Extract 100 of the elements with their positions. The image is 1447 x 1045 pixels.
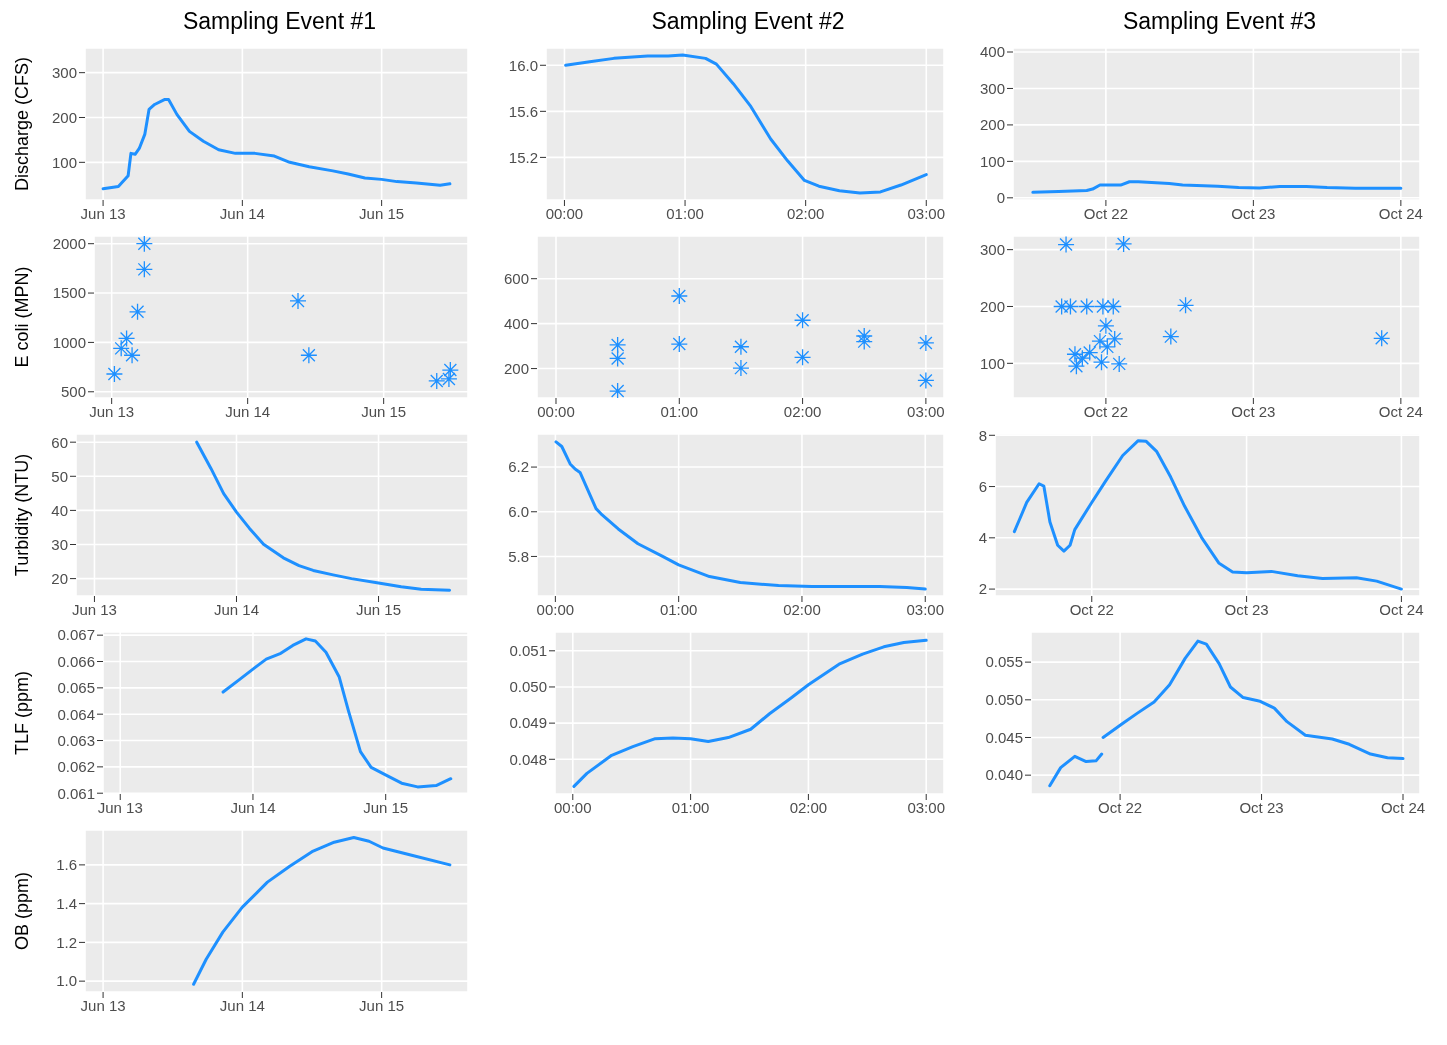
y-tick-label: 60 xyxy=(51,433,68,451)
x-tick-label: Oct 22 xyxy=(1083,402,1128,420)
y-tick-label: 1.0 xyxy=(56,972,77,990)
x-tick-label: Jun 13 xyxy=(80,204,126,222)
point xyxy=(793,348,812,366)
y-tick-label: 6.2 xyxy=(508,458,529,476)
point xyxy=(670,287,688,305)
x-tick-label: Jun 14 xyxy=(225,402,271,420)
y-tick-label: 200 xyxy=(979,297,1005,315)
y-tick-label: 0.064 xyxy=(57,705,95,723)
x-tick-label: Jun 15 xyxy=(359,996,405,1014)
x-tick-label: Jun 14 xyxy=(219,204,265,222)
y-tick-label: 1.6 xyxy=(56,856,77,874)
x-tick-label: Oct 23 xyxy=(1224,600,1269,618)
x-tick-label: Jun 13 xyxy=(97,798,143,816)
y-tick-label: 0.051 xyxy=(509,642,547,660)
y-tick-label: 1500 xyxy=(52,284,86,302)
x-tick-label: 00:00 xyxy=(536,600,575,618)
y-tick-label: 100 xyxy=(979,152,1005,170)
y-tick-label: 0.066 xyxy=(57,652,95,670)
y-tick-label: 1000 xyxy=(52,333,86,351)
point xyxy=(793,311,812,329)
y-tick-label: 0.045 xyxy=(985,728,1023,746)
point xyxy=(670,335,688,353)
y-tick-label: 400 xyxy=(503,314,529,332)
chart-title: Sampling Event #2 xyxy=(650,8,846,36)
y-tick-label: 0.048 xyxy=(509,750,547,768)
point xyxy=(608,349,627,368)
x-tick-label: Jun 14 xyxy=(230,798,276,816)
y-tick-label: 400 xyxy=(979,43,1005,61)
x-tick-label: Oct 23 xyxy=(1231,402,1276,420)
y-tick-label: 0.062 xyxy=(57,758,95,776)
y-tick-label: 15.6 xyxy=(508,102,538,120)
y-tick-label: 30 xyxy=(51,535,68,553)
y-tick-label: 8 xyxy=(978,426,987,444)
x-tick-label: Jun 15 xyxy=(361,402,407,420)
y-tick-label: 0.067 xyxy=(57,626,95,644)
y-axis-title: TLF (ppm) xyxy=(12,670,33,756)
x-tick-label: 00:00 xyxy=(537,402,575,420)
x-tick-label: 00:00 xyxy=(545,204,584,222)
x-tick-label: Jun 13 xyxy=(89,402,135,420)
y-tick-label: 500 xyxy=(60,383,86,401)
x-tick-label: Oct 23 xyxy=(1231,204,1276,222)
x-tick-label: Oct 24 xyxy=(1378,204,1423,222)
y-axis-title: OB (ppm) xyxy=(12,871,33,951)
line-series xyxy=(564,53,928,195)
point xyxy=(917,334,935,352)
y-tick-label: 0 xyxy=(996,189,1005,207)
y-tick-label: 300 xyxy=(51,63,77,81)
y-tick-label: 40 xyxy=(51,501,68,519)
x-tick-label: Jun 13 xyxy=(80,996,126,1014)
x-tick-label: 01:00 xyxy=(660,402,699,420)
y-tick-label: 0.055 xyxy=(985,653,1023,671)
x-tick-label: 03:00 xyxy=(907,798,945,816)
x-tick-label: 03:00 xyxy=(907,402,945,420)
x-tick-label: 02:00 xyxy=(783,402,822,420)
x-tick-label: 00:00 xyxy=(554,798,592,816)
y-tick-label: 300 xyxy=(979,79,1005,97)
point xyxy=(608,382,627,398)
x-tick-label: Oct 24 xyxy=(1378,402,1423,420)
x-tick-label: Oct 22 xyxy=(1069,600,1114,618)
x-tick-label: 02:00 xyxy=(789,798,828,816)
x-tick-label: Jun 14 xyxy=(219,996,265,1014)
y-tick-label: 2 xyxy=(978,580,987,598)
y-tick-label: 300 xyxy=(979,240,1005,258)
chart-title: Sampling Event #1 xyxy=(181,8,378,36)
point xyxy=(732,359,750,377)
y-tick-label: 5.8 xyxy=(508,547,529,565)
y-tick-label: 200 xyxy=(503,359,529,377)
y-tick-label: 200 xyxy=(979,116,1005,134)
y-tick-label: 200 xyxy=(51,108,77,126)
x-tick-label: 01:00 xyxy=(666,204,704,222)
y-axis-title: E coli (MPN) xyxy=(12,266,33,368)
x-tick-label: Jun 14 xyxy=(213,600,260,618)
x-tick-label: Oct 22 xyxy=(1098,798,1143,816)
x-tick-label: 03:00 xyxy=(906,600,945,618)
point xyxy=(917,371,935,390)
x-tick-label: Oct 24 xyxy=(1379,600,1424,618)
y-tick-label: 0.065 xyxy=(57,679,95,697)
x-tick-label: Jun 15 xyxy=(356,600,402,618)
point xyxy=(732,338,750,356)
x-tick-label: Jun 13 xyxy=(71,600,117,618)
line-series xyxy=(572,638,928,788)
x-tick-label: 01:00 xyxy=(671,798,710,816)
x-tick-label: Oct 22 xyxy=(1083,204,1128,222)
point xyxy=(608,336,627,354)
y-tick-label: 1.4 xyxy=(56,894,77,912)
y-tick-label: 100 xyxy=(51,153,77,171)
y-tick-label: 50 xyxy=(51,467,68,485)
x-tick-label: 02:00 xyxy=(783,600,821,618)
y-tick-label: 100 xyxy=(979,354,1005,372)
y-tick-label: 600 xyxy=(503,270,529,288)
x-tick-label: Jun 15 xyxy=(363,798,409,816)
x-tick-label: 02:00 xyxy=(786,204,825,222)
y-axis-title: Turbidity (NTU) xyxy=(12,453,33,577)
y-tick-label: 15.2 xyxy=(508,148,538,166)
y-tick-label: 0.050 xyxy=(509,678,547,696)
point xyxy=(855,332,873,351)
y-tick-label: 6 xyxy=(978,477,987,495)
y-tick-label: 4 xyxy=(978,529,987,547)
